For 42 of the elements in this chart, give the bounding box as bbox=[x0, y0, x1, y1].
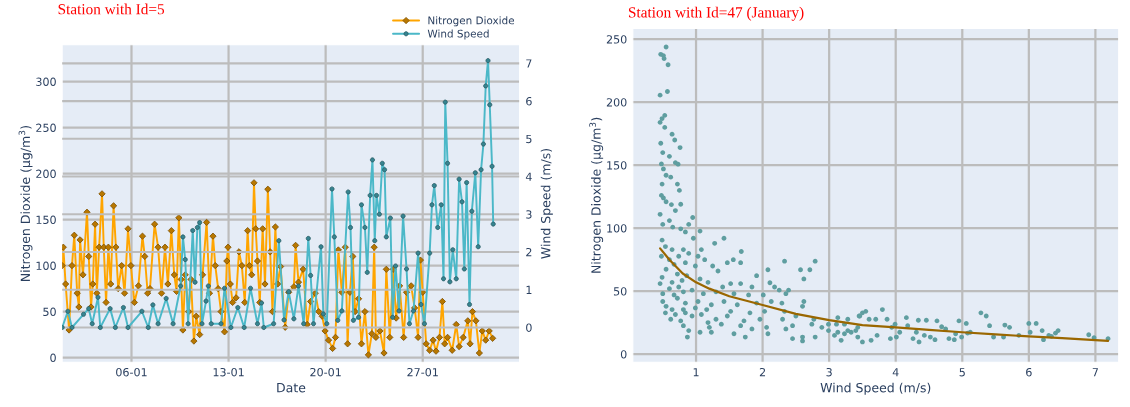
y2-tick-label: 7 bbox=[526, 59, 532, 68]
y2-tick-label: 3 bbox=[526, 210, 532, 219]
x-tick-label: 5 bbox=[959, 368, 965, 377]
y-tick-label: 100 bbox=[36, 261, 56, 270]
y-tick-label: 100 bbox=[607, 224, 627, 233]
x-tick-label: 3 bbox=[826, 367, 832, 377]
x-axis-title: Date bbox=[277, 383, 306, 393]
x-tick-label: 13-01 bbox=[213, 367, 244, 377]
y-tick-label: 250 bbox=[36, 123, 56, 132]
y-tick-label: 50 bbox=[43, 307, 56, 316]
y-tick-label: 50 bbox=[613, 287, 627, 296]
legend-label: Nitrogen Dioxide bbox=[428, 16, 515, 27]
y2-tick-label: 5 bbox=[526, 134, 532, 144]
x-axis-title: Wind Speed (m/s) bbox=[820, 382, 931, 395]
x-tick-label: 06-01 bbox=[116, 367, 147, 377]
y-tick-label: 0 bbox=[620, 350, 627, 359]
chart-title: Station with Id=47 (January) bbox=[628, 6, 804, 21]
y-tick-label: 0 bbox=[50, 353, 56, 363]
x-tick-label: 4 bbox=[892, 368, 899, 377]
line-series bbox=[658, 247, 1110, 343]
y2-axis-title: Wind Speed (m/s) bbox=[540, 148, 553, 259]
y-axis-title: Nitrogen Dioxide (μg/m$^{3}$) bbox=[18, 125, 33, 281]
y2-tick-label: 1 bbox=[526, 285, 532, 294]
y-tick-label: 150 bbox=[607, 161, 627, 170]
x-tick-label: 6 bbox=[1026, 367, 1032, 377]
y2-tick-label: 4 bbox=[525, 172, 532, 181]
y2-tick-label: 6 bbox=[526, 96, 532, 106]
x-tick-label: 20-01 bbox=[310, 367, 341, 377]
y2-tick-label: 0 bbox=[526, 323, 532, 332]
x-tick-label: 27-01 bbox=[407, 367, 438, 377]
legend-label: Wind Speed bbox=[427, 29, 489, 40]
y-tick-label: 200 bbox=[36, 169, 56, 178]
y-tick-label: 200 bbox=[606, 98, 627, 107]
y-axis-title: Nitrogen Dioxide (μg/m$^{3}$) bbox=[589, 117, 604, 273]
y-tick-label: 250 bbox=[606, 35, 627, 44]
y2-tick-label: 2 bbox=[526, 247, 532, 257]
x-tick-label: 2 bbox=[759, 367, 766, 377]
y-tick-label: 150 bbox=[36, 215, 56, 224]
x-tick-label: 1 bbox=[693, 368, 699, 377]
y-tick-label: 300 bbox=[36, 77, 56, 86]
chart-title: Station with Id=5 bbox=[58, 3, 165, 15]
x-tick-label: 7 bbox=[1092, 368, 1098, 377]
